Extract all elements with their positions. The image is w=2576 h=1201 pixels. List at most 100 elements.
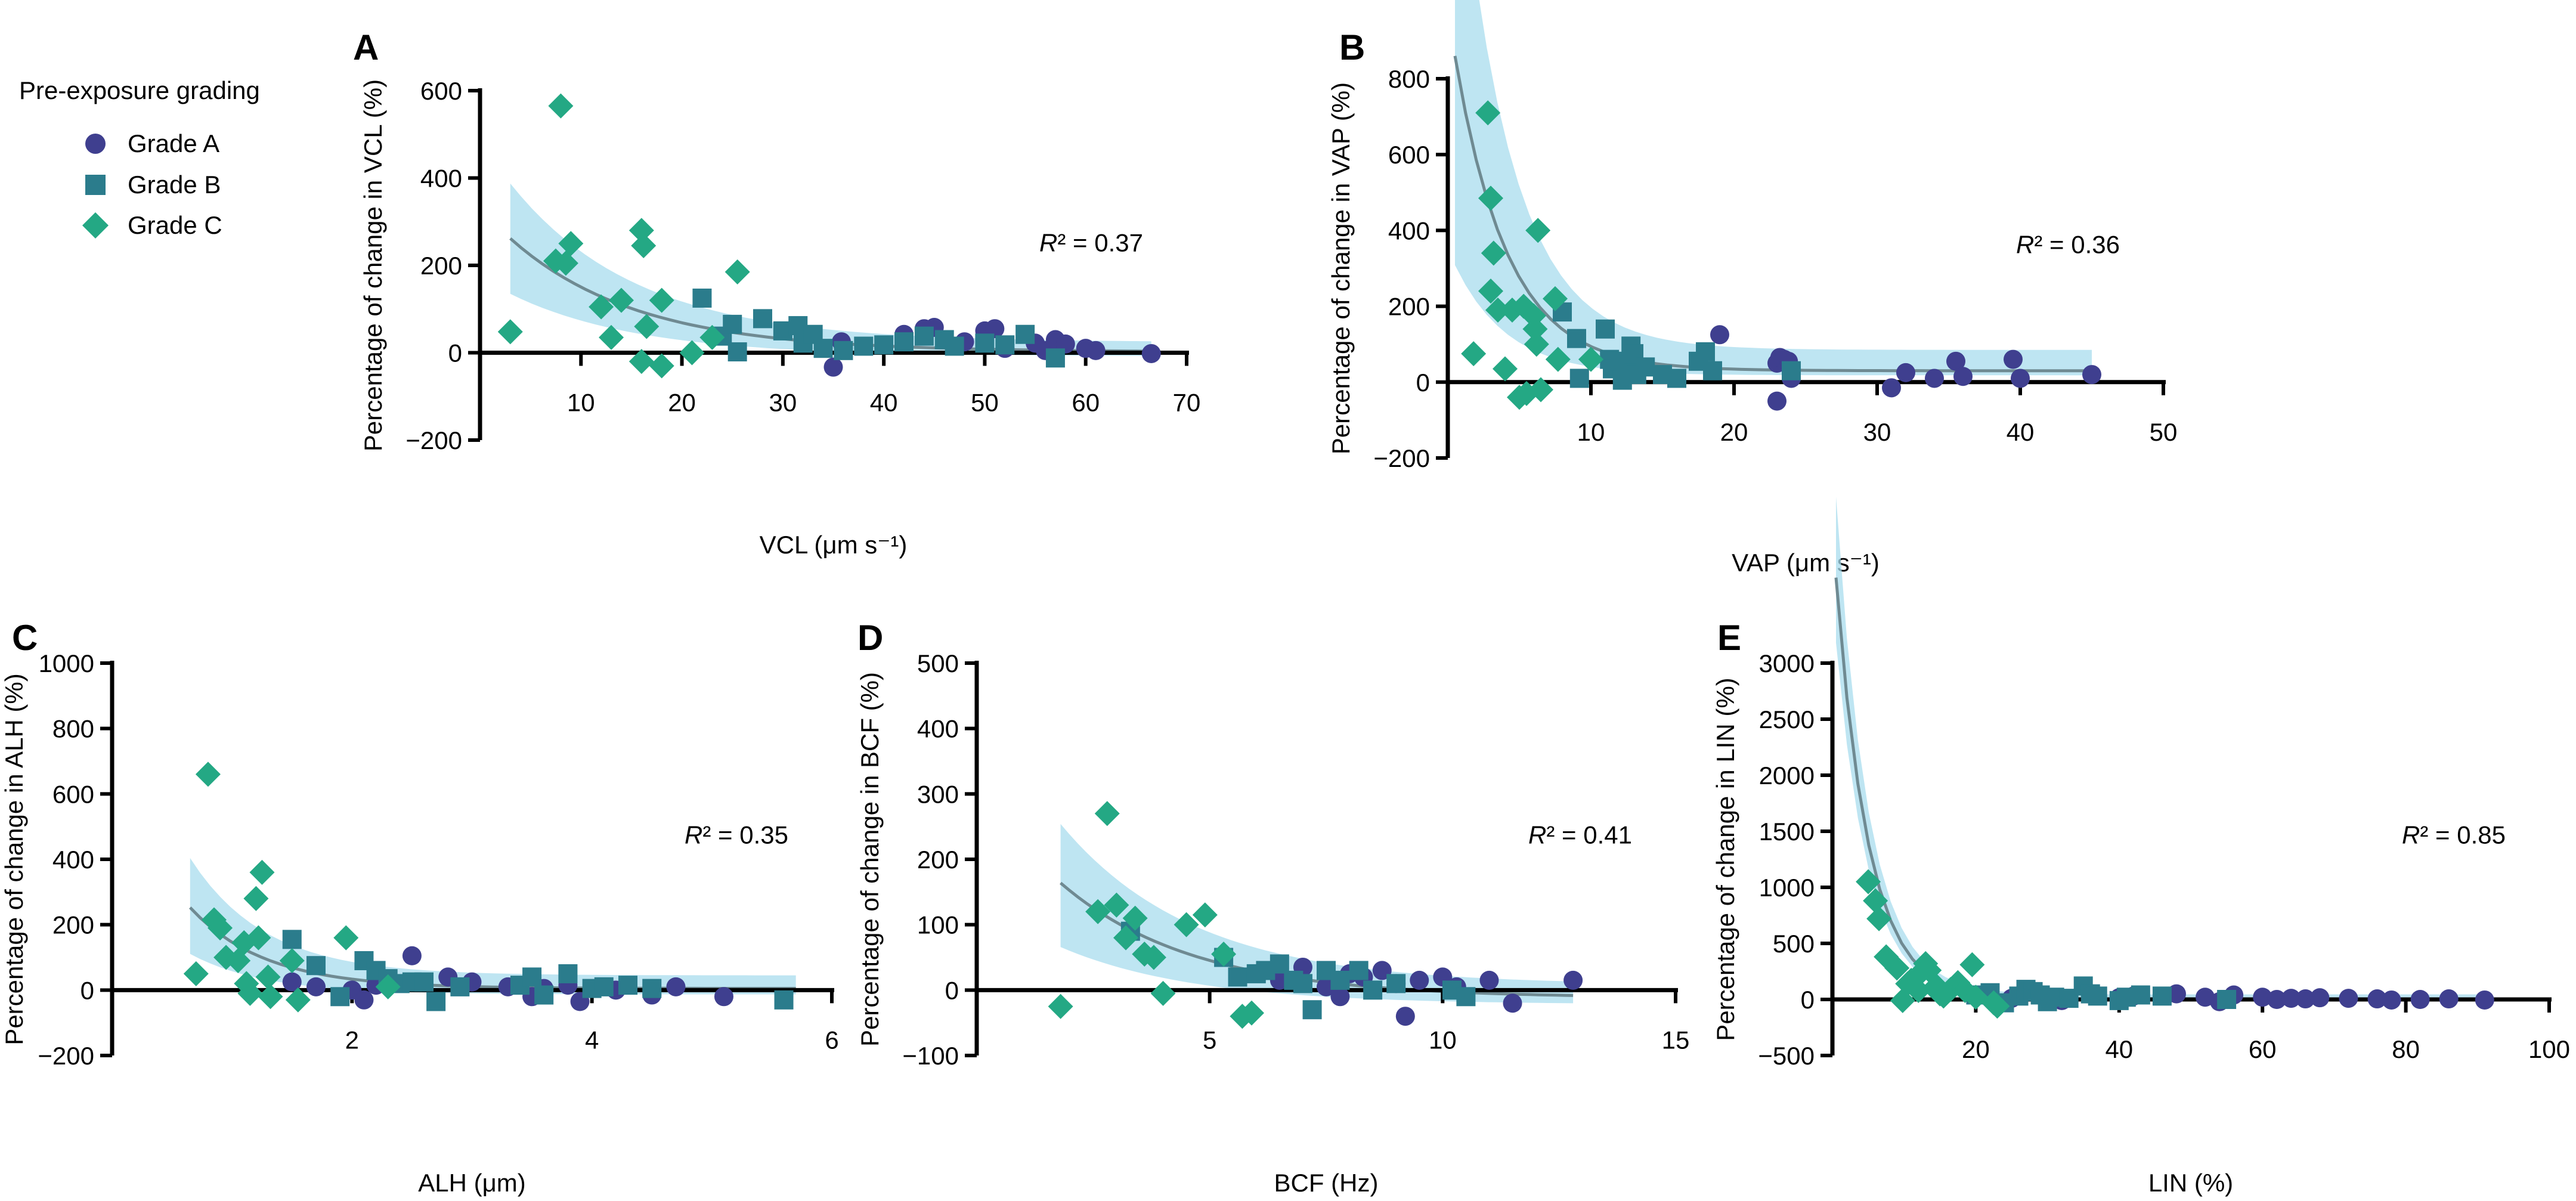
data-point	[2082, 365, 2101, 385]
panel-e-y-tick-label: 3000	[1759, 649, 1815, 677]
panel-b-series-grade-b	[1553, 302, 1801, 390]
panel-c-r-squared-symbol: R	[685, 821, 702, 849]
panel-e: E −500 0 500 1000 1500 2000 2500 3000 20 40 60 80 100…	[1711, 496, 2570, 1197]
panel-d-r-squared-symbol: R	[1528, 821, 1546, 849]
data-point	[1085, 899, 1111, 924]
panel-b-series-grade-a	[1710, 325, 2101, 411]
panel-e-y-tick-label: 2000	[1759, 762, 1815, 790]
data-point	[874, 335, 894, 355]
panel-c-x-tick-label: 2	[345, 1026, 359, 1054]
data-point	[450, 977, 470, 996]
panel-e-y-tick-label: −500	[1758, 1042, 1815, 1070]
panel-b-y-tick-label: 0	[1416, 369, 1430, 397]
panel-d-y-tick-label: −100	[902, 1042, 959, 1070]
data-point	[1481, 240, 1506, 266]
panel-a-x-tick-label: 30	[769, 389, 797, 417]
data-point	[414, 972, 434, 992]
data-point	[1113, 925, 1139, 951]
data-point	[282, 930, 302, 949]
panel-e-y-tick-label: 500	[1773, 930, 1815, 958]
data-point	[208, 915, 233, 941]
panel-a-x-axis-title: VCL (μm s⁻¹)	[760, 531, 908, 559]
data-point	[1478, 278, 1503, 304]
data-point	[1141, 945, 1166, 970]
data-point	[558, 964, 578, 983]
data-point	[1543, 286, 1568, 311]
data-point	[306, 977, 326, 996]
data-point	[985, 319, 1005, 339]
data-point	[594, 977, 614, 996]
panel-b: B −200 0 200 400 600 800 10 20 30 40 50 VAP (μm s⁻¹)…	[1327, 0, 2177, 577]
data-point	[589, 294, 614, 320]
data-point	[1349, 961, 1368, 980]
panel-a-x-tick-label: 40	[870, 389, 898, 417]
data-point	[1270, 954, 1289, 974]
data-point	[2253, 988, 2272, 1007]
data-point	[375, 974, 401, 999]
data-point	[1330, 987, 1350, 1007]
panel-a-y-tick-label: 600	[420, 77, 462, 105]
data-point	[306, 956, 326, 976]
data-point	[1015, 324, 1035, 344]
panel-c: C −200 0 200 400 600 800 1000 2 4 6 ALH (μm) Percent…	[0, 618, 839, 1197]
data-point	[1302, 1000, 1322, 1020]
data-point	[631, 233, 657, 259]
panel-a-letter: A	[353, 27, 379, 67]
panel-d-r-squared-value: ² = 0.41	[1546, 821, 1632, 849]
data-point	[1363, 980, 1383, 1000]
panel-c-y-tick-label: 1000	[39, 649, 94, 677]
panel-c-series-grade-c	[183, 762, 401, 1013]
panel-a-y-tick-label: 400	[420, 165, 462, 193]
panel-e-y-tick-label: 1000	[1759, 874, 1815, 902]
data-point	[649, 353, 674, 379]
data-point	[679, 340, 705, 366]
data-point	[497, 319, 523, 345]
legend-marker-grade-c	[82, 212, 109, 239]
panel-d-y-tick-label: 100	[917, 911, 959, 939]
panel-e-fit-line	[1834, 577, 2492, 1001]
data-point	[195, 762, 221, 787]
data-point	[995, 335, 1015, 355]
data-point	[553, 250, 578, 276]
legend-label-grade-c: Grade C	[128, 211, 222, 239]
panel-c-x-axis-title: ALH (μm)	[418, 1169, 526, 1197]
data-point	[534, 985, 554, 1005]
panel-b-r-squared: R² = 0.36	[2016, 231, 2120, 259]
data-point	[1456, 987, 1476, 1007]
data-point	[548, 93, 574, 119]
data-point	[1228, 967, 1247, 987]
data-point	[1696, 342, 1715, 361]
panel-d-letter: D	[857, 618, 883, 658]
panel-c-x-tick-label: 4	[585, 1026, 599, 1054]
panel-a-x-tick-label: 60	[1072, 389, 1100, 417]
data-point	[1578, 346, 1603, 372]
panel-d-confidence-band	[1060, 824, 1574, 1004]
data-point	[1882, 378, 1901, 398]
data-point	[333, 925, 359, 951]
data-point	[237, 980, 263, 1006]
data-point	[823, 357, 843, 377]
legend-marker-grade-a	[85, 134, 106, 154]
data-point	[1667, 369, 1686, 388]
panel-c-confidence-band	[190, 858, 796, 995]
legend-title: Pre-exposure grading	[19, 76, 260, 104]
panel-c-r-squared-value: ² = 0.35	[702, 821, 788, 849]
data-point	[2339, 989, 2358, 1008]
data-point	[1703, 361, 1722, 380]
data-point	[914, 326, 934, 346]
data-point	[402, 946, 422, 965]
legend-label-grade-b: Grade B	[128, 171, 221, 199]
data-point	[1479, 970, 1499, 990]
data-point	[1150, 980, 1176, 1006]
panel-a-y-tick-label: 0	[448, 339, 462, 367]
panel-b-x-axis-title: VAP (μm s⁻¹)	[1732, 549, 1880, 577]
data-point	[2267, 990, 2287, 1009]
data-point	[1410, 970, 1429, 990]
data-point	[1122, 905, 1148, 931]
panel-b-x-tick-label: 20	[1720, 418, 1748, 446]
panel-a-r-squared-symbol: R	[1039, 229, 1057, 257]
panel-d-y-tick-label: 300	[917, 780, 959, 808]
data-point	[1563, 970, 1583, 990]
data-point	[1525, 218, 1551, 243]
